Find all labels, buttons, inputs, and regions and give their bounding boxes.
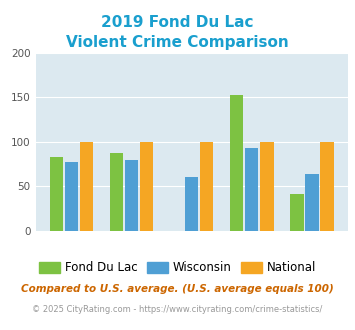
Bar [50, 157, 63, 231]
Bar [185, 177, 198, 231]
Bar [260, 142, 274, 231]
Bar [290, 194, 304, 231]
Bar [125, 160, 138, 231]
Bar [321, 142, 334, 231]
Text: Compared to U.S. average. (U.S. average equals 100): Compared to U.S. average. (U.S. average … [21, 284, 334, 294]
Bar [80, 142, 93, 231]
Bar [200, 142, 213, 231]
Text: 2019 Fond Du Lac: 2019 Fond Du Lac [101, 15, 254, 30]
Bar [245, 148, 258, 231]
Bar [230, 95, 244, 231]
Bar [140, 142, 153, 231]
Bar [65, 162, 78, 231]
Legend: Fond Du Lac, Wisconsin, National: Fond Du Lac, Wisconsin, National [34, 257, 321, 279]
Bar [305, 174, 319, 231]
Text: Violent Crime Comparison: Violent Crime Comparison [66, 35, 289, 50]
Text: © 2025 CityRating.com - https://www.cityrating.com/crime-statistics/: © 2025 CityRating.com - https://www.city… [32, 305, 323, 314]
Bar [110, 153, 123, 231]
